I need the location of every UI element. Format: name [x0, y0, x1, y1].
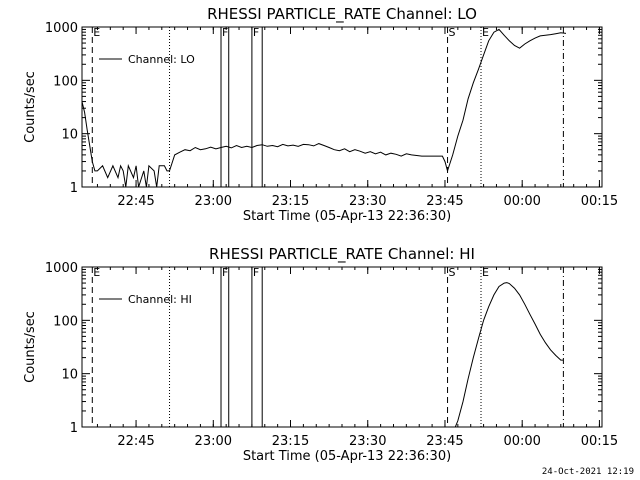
data-series-line	[81, 28, 567, 188]
x-tick-label: 22:45	[117, 434, 154, 449]
y-axis-label: Counts/sec	[23, 311, 38, 383]
x-axis-label: Start Time (05-Apr-13 22:36:30)	[243, 449, 451, 464]
x-axis-label: Start Time (05-Apr-13 22:36:30)	[243, 209, 451, 224]
y-tick-label: 1000	[45, 261, 78, 276]
event-marker-label: S	[449, 266, 456, 279]
y-tick-label: 10	[61, 128, 78, 143]
x-tick-label: 23:00	[195, 434, 232, 449]
event-marker-label: E	[93, 266, 100, 279]
y-tick-label: 1	[70, 421, 78, 436]
y-axis-label: Counts/sec	[23, 71, 38, 143]
x-tick-label: 00:00	[503, 194, 540, 209]
event-marker-label: E	[482, 26, 489, 39]
y-tick-label: 100	[53, 314, 78, 329]
x-tick-label: 00:15	[581, 194, 618, 209]
x-tick-label: 23:30	[349, 194, 386, 209]
event-marker-label: F	[253, 26, 259, 39]
y-tick-label: 10	[61, 368, 78, 383]
event-marker-label: F	[222, 266, 228, 279]
x-tick-label: 23:15	[272, 194, 309, 209]
x-tick-label: 00:15	[581, 434, 618, 449]
event-marker-label: E	[482, 266, 489, 279]
x-tick-label: 23:45	[426, 434, 463, 449]
chart-title: RHESSI PARTICLE_RATE Channel: LO	[207, 5, 477, 24]
y-tick-label: 100	[53, 74, 78, 89]
plot-frame	[81, 26, 603, 188]
chart-panel-1: RHESSI PARTICLE_RATE Channel: LO 22:45 23:…	[23, 5, 618, 224]
plot-timestamp: 24-Oct-2021 12:19	[541, 467, 634, 477]
y-tick-label: 1000	[45, 21, 78, 36]
x-tick-label: 00:00	[503, 434, 540, 449]
event-marker-label: F	[222, 26, 228, 39]
x-tick-label: 22:45	[117, 194, 154, 209]
event-marker-label: E	[93, 26, 100, 39]
y-tick-label: 1	[70, 181, 78, 196]
x-tick-label: 23:00	[195, 194, 232, 209]
event-marker-label: F	[253, 266, 259, 279]
legend-label: Channel: HI	[128, 293, 192, 306]
event-marker-label: S	[449, 26, 456, 39]
x-tick-label: 23:45	[426, 194, 463, 209]
chart-title: RHESSI PARTICLE_RATE Channel: HI	[209, 245, 475, 264]
x-tick-label: 23:15	[272, 434, 309, 449]
plot-frame	[81, 266, 603, 428]
x-tick-label: 23:30	[349, 434, 386, 449]
chart-panel-2: RHESSI PARTICLE_RATE Channel: HI 22:45 23:…	[23, 245, 618, 464]
legend-label: Channel: LO	[128, 53, 195, 66]
data-series-line	[454, 282, 564, 428]
